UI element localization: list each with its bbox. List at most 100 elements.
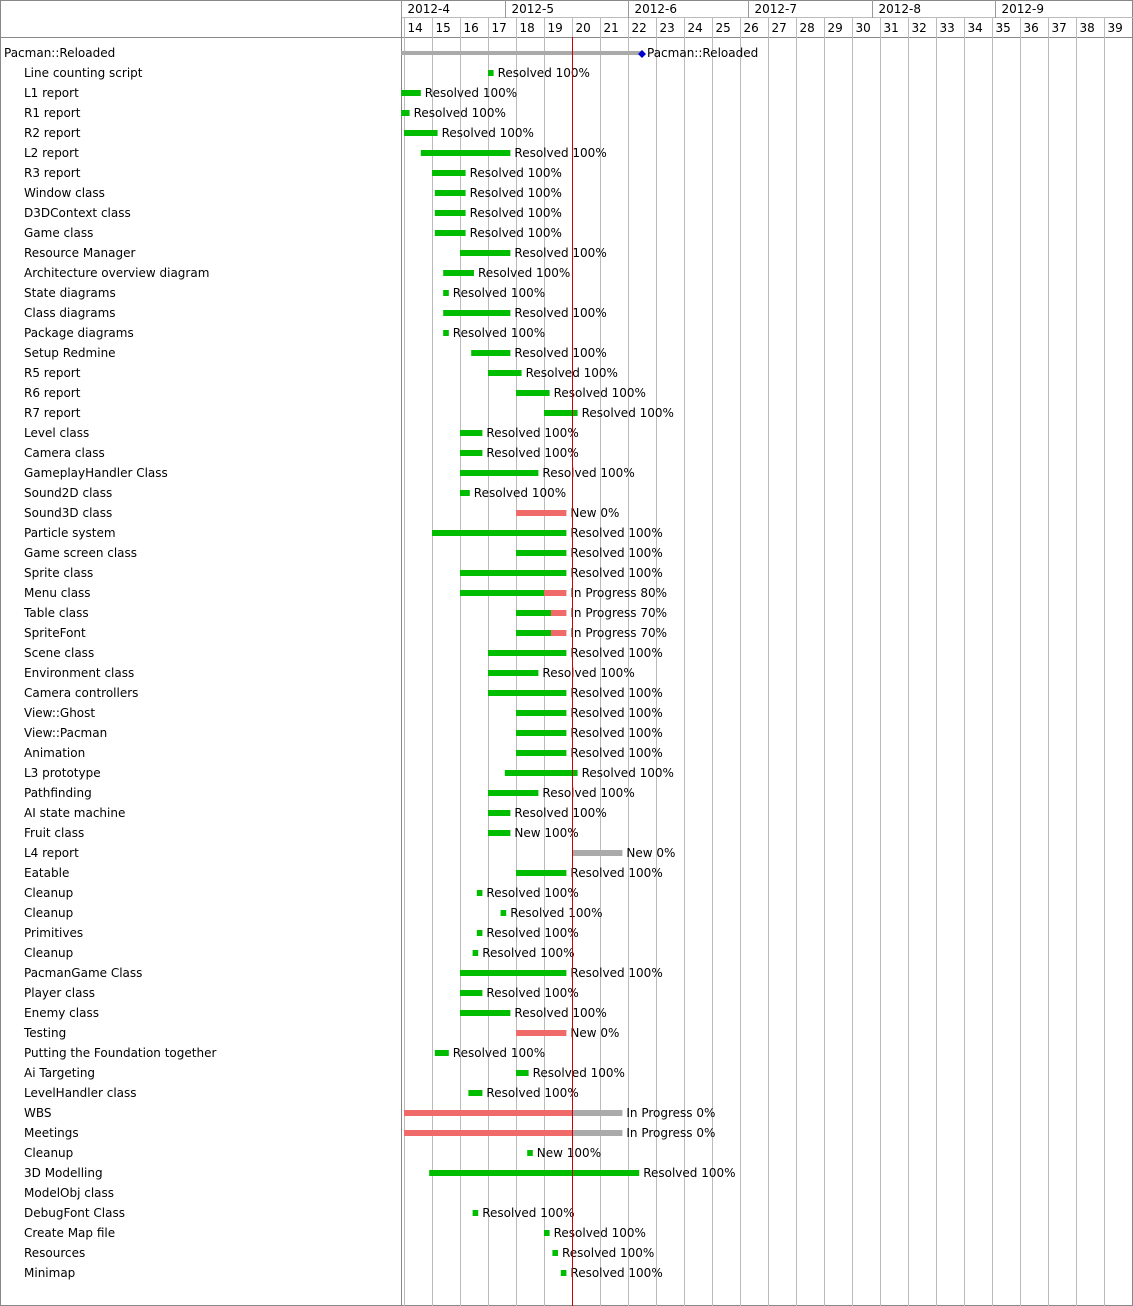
task-bar-done [432,530,567,536]
task-name: PacmanGame Class [24,966,142,980]
task-bar-done [460,430,483,436]
task-name: L1 report [24,86,79,100]
task-bar-done [460,990,483,996]
task-bar-done [434,210,466,216]
task-status-label: In Progress 70% [570,626,667,640]
task-bar-late [404,1110,572,1116]
task-status-label: New 0% [570,1026,619,1040]
task-bar-done [429,1170,640,1176]
task-status-label: Resolved 100% [570,1266,662,1280]
task-bar-done [460,470,539,476]
task-status-label: Resolved 100% [482,946,574,960]
task-bar-done [488,690,567,696]
task-bar-done [488,810,511,816]
task-name: R3 report [24,166,81,180]
task-status-label: Resolved 100% [478,266,570,280]
task-status-label: Resolved 100% [570,646,662,660]
task-status-label: Resolved 100% [453,326,545,340]
task-bar-done [460,250,511,256]
week-label: 27 [772,21,787,35]
task-name: Level class [24,426,89,440]
task-bar-late [516,1030,567,1036]
task-status-label: Resolved 100% [570,526,662,540]
task-name: R1 report [24,106,81,120]
task-status-label: Resolved 100% [486,446,578,460]
task-status-label: Resolved 100% [486,426,578,440]
task-name: Game class [24,226,93,240]
task-bar-done [443,310,511,316]
task-name: View::Ghost [24,706,95,720]
task-name: Eatable [24,866,69,880]
task-bar-done [488,70,494,76]
task-name: AI state machine [24,806,125,820]
task-bar-done [560,1270,567,1276]
task-name: Cleanup [24,1146,73,1160]
task-name: Game screen class [24,546,137,560]
task-name: GameplayHandler Class [24,466,168,480]
task-status-label: Resolved 100% [582,766,674,780]
task-status-label: Resolved 100% [542,466,634,480]
task-name: Package diagrams [24,326,134,340]
project-label: Pacman::Reloaded [647,46,758,60]
week-label: 36 [1024,21,1039,35]
task-status-label: Resolved 100% [514,806,606,820]
task-bar-done [472,950,479,956]
task-name: Environment class [24,666,134,680]
task-bar-done [500,910,507,916]
task-status-label: Resolved 100% [570,746,662,760]
task-bar-done [401,110,410,116]
task-bar-late [551,610,567,616]
task-name: R6 report [24,386,81,400]
task-status-label: New 0% [626,846,675,860]
task-bar-done [404,130,438,136]
task-bar-done [476,930,483,936]
task-name: Resource Manager [24,246,136,260]
week-label: 20 [576,21,591,35]
task-bar-done [432,170,466,176]
task-bar-done [460,450,483,456]
task-name: Architecture overview diagram [24,266,209,280]
month-label: 2012-5 [512,2,555,16]
task-status-label: Resolved 100% [414,106,506,120]
week-label: 25 [716,21,731,35]
task-bar-done [443,270,474,276]
week-label: 37 [1052,21,1067,35]
task-status-label: Resolved 100% [514,146,606,160]
task-status-label: Resolved 100% [425,86,517,100]
task-name: Ai Targeting [24,1066,95,1080]
week-label: 30 [856,21,871,35]
task-bar-done [516,1070,529,1076]
task-bar-done [516,730,567,736]
task-status-label: Resolved 100% [514,346,606,360]
task-bar-done [516,630,551,636]
task-name: L2 report [24,146,79,160]
week-label: 16 [464,21,479,35]
week-label: 18 [520,21,535,35]
project-name: Pacman::Reloaded [4,46,115,60]
task-name: Cleanup [24,906,73,920]
task-bar-done [527,1150,533,1156]
week-label: 34 [968,21,983,35]
task-status-label: Resolved 100% [498,66,590,80]
task-status-label: Resolved 100% [470,166,562,180]
month-label: 2012-4 [408,2,451,16]
task-bar-done [488,670,539,676]
task-name: WBS [24,1106,52,1120]
task-status-label: Resolved 100% [562,1246,654,1260]
task-bar-done [476,890,483,896]
task-name: 3D Modelling [24,1166,103,1180]
task-status-label: Resolved 100% [570,566,662,580]
week-label: 23 [660,21,675,35]
task-bar-done [468,1090,483,1096]
task-name: Resources [24,1246,85,1260]
task-name: Cleanup [24,946,73,960]
task-name: Testing [23,1026,66,1040]
task-bar-late [551,630,567,636]
task-bar-done [544,410,578,416]
task-name: Sprite class [24,566,93,580]
task-name: R2 report [24,126,81,140]
task-name: R5 report [24,366,81,380]
week-label: 31 [884,21,899,35]
